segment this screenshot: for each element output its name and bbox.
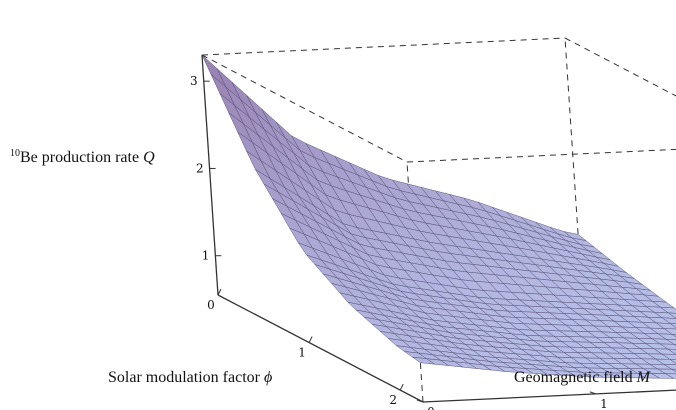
z-tick-label: 2 <box>196 162 204 176</box>
y-axis-line <box>422 389 676 403</box>
x-tick-label: 2 <box>389 393 397 407</box>
x-axis-label: Solar modulation factor ϕ <box>108 369 272 386</box>
z-axis-label: 10Be production rate Q <box>10 148 155 166</box>
z-axis-line <box>201 54 219 296</box>
surface-cell <box>201 54 226 88</box>
box-edge <box>201 54 408 163</box>
y-tick-label: 0 <box>427 405 435 410</box>
x-axis-line <box>217 294 424 403</box>
x-tick-mark <box>308 336 313 343</box>
bounding-box-front <box>201 54 676 403</box>
z-axis-label-text: Be production rate <box>20 149 143 166</box>
x-tick-label: 1 <box>298 346 306 360</box>
y-axis-label-symbol: M <box>636 369 652 386</box>
y-axis-label: Geomagnetic field M <box>514 369 652 386</box>
x-tick-mark <box>399 383 404 391</box>
box-edge <box>564 37 676 97</box>
z-tick-label: 3 <box>190 74 198 88</box>
x-axis-label-text: Solar modulation factor <box>108 369 264 386</box>
x-axis-label-symbol: ϕ <box>264 369 272 386</box>
y-tick-label: 1 <box>600 397 608 410</box>
surface-mesh <box>201 54 676 379</box>
box-edge <box>564 37 582 279</box>
z-axis-label-symbol: Q <box>143 149 155 166</box>
y-tick-mark <box>416 399 424 403</box>
x-tick-mark <box>217 288 222 296</box>
y-tick-mark <box>589 391 597 395</box>
tick-marks: 123012012 <box>190 74 608 410</box>
box-edge <box>201 37 566 56</box>
z-axis-label-superscript: 10 <box>10 148 20 159</box>
box-edge <box>406 148 676 163</box>
y-axis-label-text: Geomagnetic field <box>514 369 637 386</box>
z-tick-label: 1 <box>202 249 210 263</box>
surface-cell <box>412 356 435 365</box>
x-tick-label: 0 <box>207 298 215 312</box>
